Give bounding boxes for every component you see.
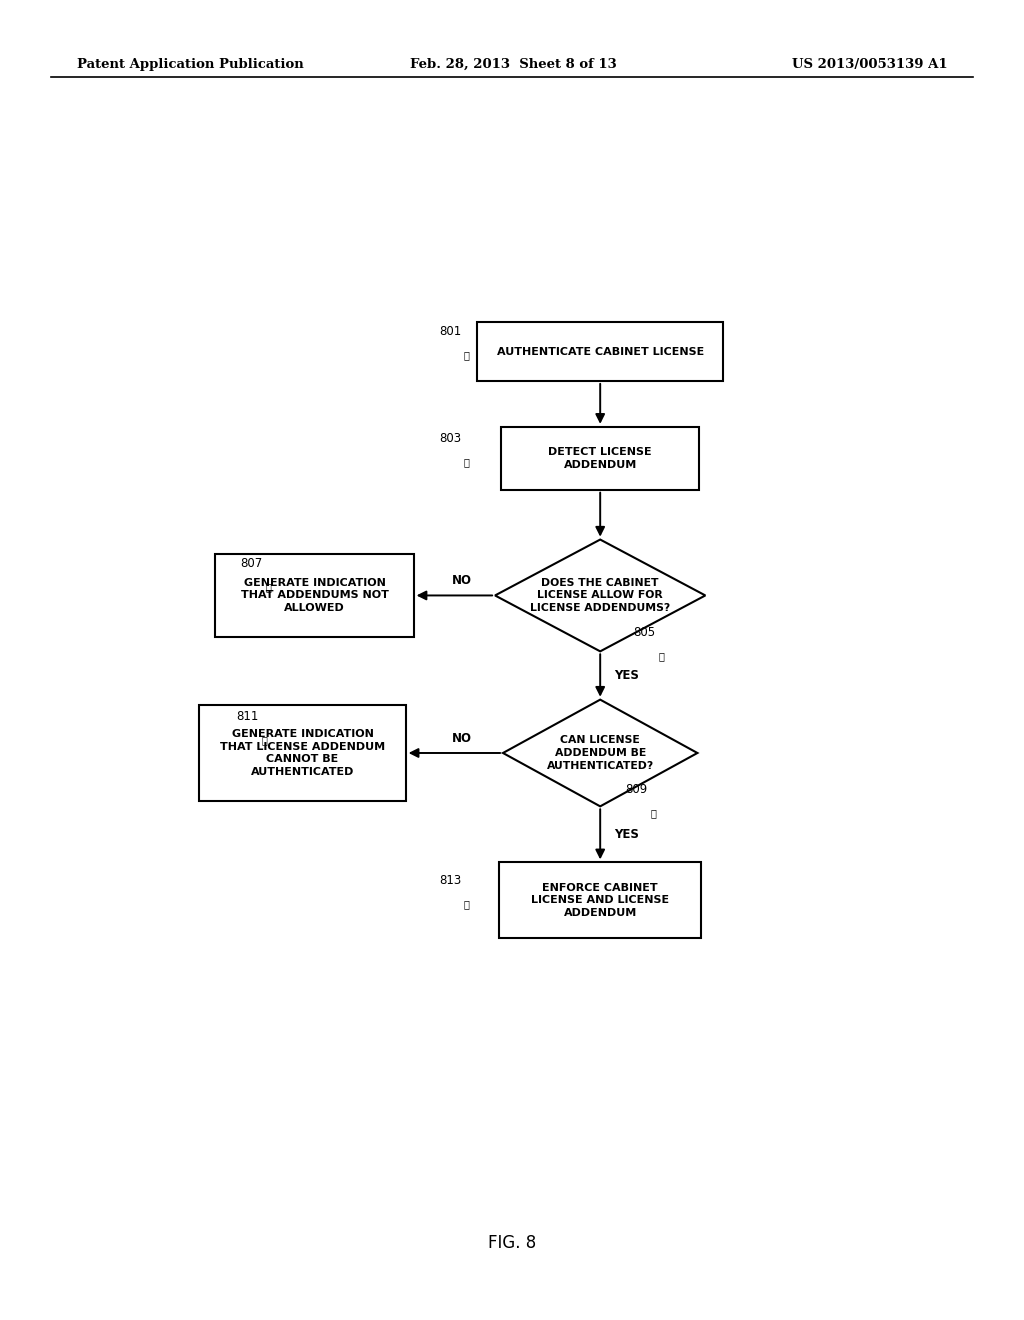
Text: CAN LICENSE
ADDENDUM BE
AUTHENTICATED?: CAN LICENSE ADDENDUM BE AUTHENTICATED?	[547, 735, 653, 771]
Text: 801: 801	[439, 325, 461, 338]
Polygon shape	[495, 540, 706, 651]
Bar	[200, 705, 406, 801]
Text: NO: NO	[453, 731, 472, 744]
Text: Patent Application Publication: Patent Application Publication	[77, 58, 303, 71]
Text: ⮨: ⮨	[650, 808, 656, 818]
Text: ⮨: ⮨	[464, 899, 470, 909]
Text: YES: YES	[614, 669, 639, 682]
Text: US 2013/0053139 A1: US 2013/0053139 A1	[792, 58, 947, 71]
Text: 807: 807	[241, 557, 263, 570]
Text: 811: 811	[237, 710, 259, 722]
Text: AUTHENTICATE CABINET LICENSE: AUTHENTICATE CABINET LICENSE	[497, 347, 703, 356]
Text: 809: 809	[626, 783, 648, 796]
Text: 803: 803	[439, 432, 461, 445]
Text: YES: YES	[614, 828, 639, 841]
Text: ⮨: ⮨	[261, 735, 267, 744]
Polygon shape	[503, 700, 697, 807]
Text: DOES THE CABINET
LICENSE ALLOW FOR
LICENSE ADDENDUMS?: DOES THE CABINET LICENSE ALLOW FOR LICEN…	[530, 578, 671, 614]
Text: Feb. 28, 2013  Sheet 8 of 13: Feb. 28, 2013 Sheet 8 of 13	[410, 58, 616, 71]
Text: 813: 813	[439, 874, 461, 887]
Bar	[499, 862, 701, 939]
Bar	[477, 322, 723, 381]
Text: 805: 805	[634, 626, 655, 639]
Text: GENERATE INDICATION
THAT ADDENDUMS NOT
ALLOWED: GENERATE INDICATION THAT ADDENDUMS NOT A…	[241, 578, 388, 614]
Bar	[215, 554, 414, 638]
Text: ENFORCE CABINET
LICENSE AND LICENSE
ADDENDUM: ENFORCE CABINET LICENSE AND LICENSE ADDE…	[531, 883, 670, 919]
Bar	[501, 426, 699, 490]
Text: ⮨: ⮨	[464, 351, 470, 360]
Text: ⮨: ⮨	[464, 457, 470, 467]
Text: GENERATE INDICATION
THAT LICENSE ADDENDUM
CANNOT BE
AUTHENTICATED: GENERATE INDICATION THAT LICENSE ADDENDU…	[220, 729, 385, 777]
Text: ⮨: ⮨	[658, 651, 664, 661]
Text: NO: NO	[453, 574, 472, 587]
Text: ⮨: ⮨	[265, 582, 271, 593]
Text: FIG. 8: FIG. 8	[487, 1234, 537, 1253]
Text: DETECT LICENSE
ADDENDUM: DETECT LICENSE ADDENDUM	[549, 447, 652, 470]
